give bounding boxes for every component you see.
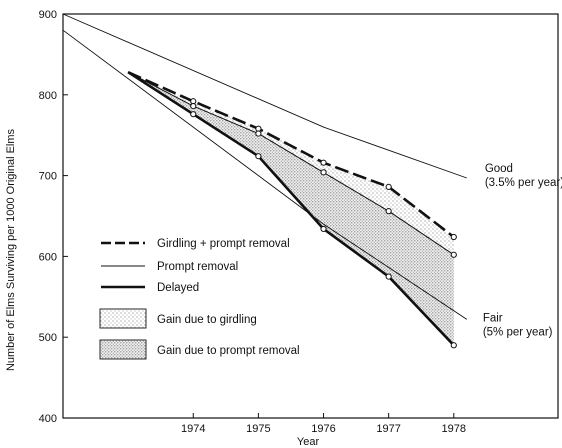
y-tick-label: 900 [39,9,57,21]
data-point [255,130,262,137]
y-tick-label: 700 [39,171,57,183]
reference-label-line: Fair [483,312,503,324]
series-line [127,71,455,256]
reference-lines: Good (3.5% per year) Fair (5% per year) [62,13,562,338]
y-axis-title: Number of Elms Surviving per 1000 Origin… [5,128,17,371]
data-point [190,103,197,110]
x-tick-label: 1976 [311,423,335,435]
legend-label: Gain due to girdling [157,314,257,326]
legend-label: Delayed [157,282,199,294]
data-series [127,71,457,349]
series-line [127,71,455,347]
y-tick-label: 600 [39,251,57,263]
data-point [450,342,457,349]
y-tick-label: 800 [39,90,57,102]
plot-border [62,13,559,419]
data-point [190,111,197,118]
x-tick-label: 1978 [442,423,466,435]
data-point [450,251,457,258]
data-point [450,233,457,241]
data-point [320,225,327,233]
legend-label: Prompt removal [157,261,238,273]
reference-line [62,13,467,179]
data-point [385,273,392,280]
x-axis-title: Year [297,436,320,448]
legend-label: Girdling + prompt removal [157,238,290,250]
legend: Girdling + prompt removal Prompt removal D… [99,238,300,360]
reference-line [62,29,468,320]
axis-ticks: 400 500 600 700 800 900 1974 1975 1976 1977 1978 [39,9,466,435]
reference-label: Fair (5% per year) [483,312,553,338]
x-tick-label: 1977 [376,423,400,435]
y-tick-label: 400 [39,413,57,425]
legend-swatch [99,308,147,329]
reference-label: Good (3.5% per year) [485,163,562,189]
data-point [320,169,327,176]
reference-label-line: Good [485,163,513,175]
data-point [385,208,392,215]
series-line [127,71,455,239]
reference-label-line: (3.5% per year) [485,177,562,189]
y-tick-label: 500 [39,332,57,344]
data-point [385,183,392,191]
x-tick-label: 1974 [181,423,205,435]
legend-swatch [99,339,147,360]
data-point [320,159,327,166]
reference-label-line: (5% per year) [483,326,553,338]
plot-frame [62,13,559,419]
data-point [255,153,262,160]
x-tick-label: 1975 [246,423,270,435]
legend-label: Gain due to prompt removal [157,345,300,357]
